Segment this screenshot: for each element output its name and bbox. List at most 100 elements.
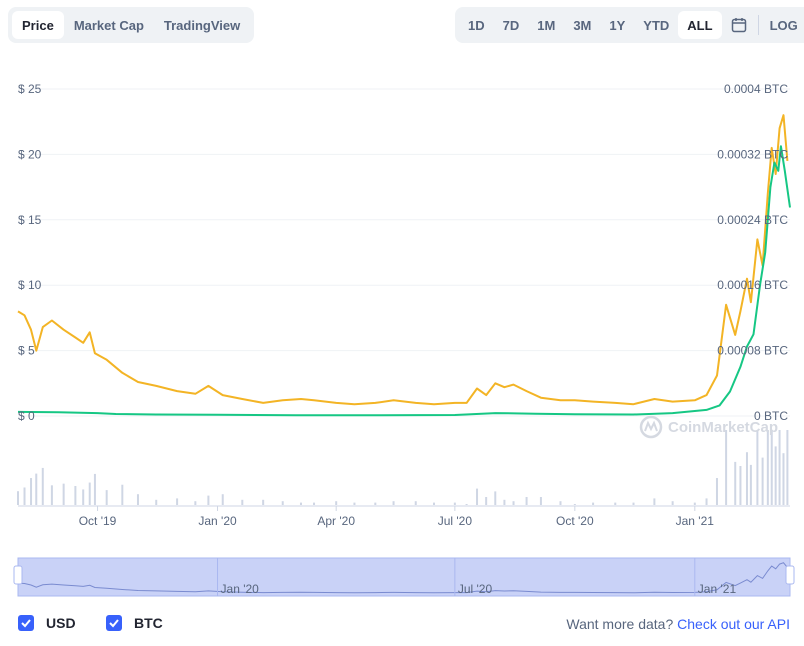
volume-bar [93, 473, 96, 505]
x-tick-label: Oct '19 [79, 514, 117, 528]
btc-label: BTC [134, 615, 163, 631]
volume-bar [335, 501, 338, 505]
range-1d-button[interactable]: 1D [468, 17, 485, 33]
volume-bar [62, 483, 65, 505]
volume-bar [476, 488, 479, 505]
y-tick-label-usd: $ 15 [18, 213, 42, 227]
tab-price[interactable]: Price [12, 11, 64, 39]
tab-market-cap[interactable]: Market Cap [73, 17, 144, 33]
volume-bar [155, 499, 158, 505]
navigator-tick-label: Jan '21 [698, 582, 737, 596]
chart-grid [18, 88, 790, 417]
range-1m-button[interactable]: 1M [537, 17, 556, 33]
volume-bar [194, 501, 197, 505]
usd-label: USD [46, 615, 76, 631]
range-ytd-button[interactable]: YTD [643, 17, 670, 33]
navigator-line [17, 562, 788, 594]
volume-bar [494, 491, 497, 505]
volume-bar [221, 494, 224, 505]
volume-bar [782, 453, 785, 505]
x-tick-label: Jul '20 [438, 514, 473, 528]
check-icon [109, 619, 119, 628]
series-line-btc [17, 145, 791, 417]
watermark: CoinMarketCap [639, 415, 778, 439]
check-icon [21, 619, 31, 628]
x-tick-label: Jan '21 [676, 514, 715, 528]
y-tick-label-btc: 0.00016 BTC [717, 278, 788, 292]
calendar-button[interactable] [722, 11, 756, 39]
volume-bar [74, 486, 77, 505]
volume-bar [774, 446, 777, 505]
btc-checkbox[interactable] [106, 615, 122, 631]
api-link[interactable]: Check out our API [677, 616, 790, 632]
volume-bar [313, 502, 316, 505]
volume-bar [766, 430, 769, 505]
y-tick-label-btc: 0.00024 BTC [717, 213, 788, 227]
btc-toggle[interactable]: BTC [106, 615, 163, 631]
usd-toggle[interactable]: USD [18, 615, 76, 631]
volume-bar [88, 482, 91, 505]
navigator-window[interactable] [17, 557, 791, 597]
y-axis-right: 0 BTC 0.00008 BTC 0.00016 BTC 0.00024 BTC 0.… [717, 82, 788, 423]
volume-bar [299, 502, 302, 505]
calendar-icon [731, 18, 746, 33]
navigator-handle-left[interactable] [13, 565, 23, 585]
x-axis: Oct '19 Jan '20 Apr '20 Jul '20 Oct '20 Jan '… [18, 505, 790, 528]
watermark-text: CoinMarketCap [668, 419, 778, 436]
volume-bar [465, 504, 468, 505]
y-tick-label-btc: 0.0004 BTC [724, 82, 788, 96]
api-promo: Want more data? Check out our API [566, 616, 790, 632]
range-3m-button[interactable]: 3M [573, 17, 592, 33]
y-tick-label-usd: $ 20 [18, 147, 42, 161]
volume-bar [50, 485, 53, 505]
volume-bar [485, 497, 488, 505]
volume-bar [105, 490, 108, 505]
volume-bar [17, 491, 19, 505]
volume-bar [734, 461, 737, 505]
volume-bar [503, 499, 506, 505]
volume-bar [770, 430, 773, 505]
volume-bar [353, 502, 356, 505]
volume-bar [705, 498, 708, 505]
volume-bar [41, 467, 44, 505]
navigator-handle-right[interactable] [785, 565, 795, 585]
volume-bar [136, 494, 139, 505]
range-1y-button[interactable]: 1Y [609, 17, 626, 33]
y-tick-label-usd: $ 10 [18, 278, 42, 292]
volume-bar [30, 478, 33, 505]
volume-bar [241, 499, 244, 505]
volume-bar [671, 501, 674, 505]
volume-bar [432, 502, 435, 505]
volume-bar [573, 504, 576, 505]
coinmarketcap-logo-icon [639, 415, 663, 439]
volume-bar [525, 497, 528, 505]
y-tick-label-usd: $ 25 [18, 82, 42, 96]
y-tick-label-btc: 0 BTC [754, 409, 788, 423]
y-tick-label-usd: $ 0 [18, 409, 35, 423]
range-7d-button[interactable]: 7D [502, 17, 520, 33]
volume-bar [121, 484, 124, 505]
volume-bar [374, 502, 377, 505]
volume-bar [786, 430, 789, 505]
volume-bar [281, 501, 284, 505]
navigator-tick-label: Jan '20 [221, 582, 260, 596]
tab-tradingview[interactable]: TradingView [163, 17, 241, 33]
range-navigator[interactable]: Jan '20 Jul '20 Jan '21 [13, 557, 795, 597]
want-more-text: Want more data? [566, 616, 674, 632]
volume-bar [632, 502, 635, 505]
x-tick-label: Oct '20 [556, 514, 594, 528]
series-line-usd [17, 114, 789, 406]
volume-bar [745, 452, 748, 505]
x-tick-label: Apr '20 [317, 514, 355, 528]
usd-checkbox[interactable] [18, 615, 34, 631]
volume-bar [539, 497, 542, 505]
volume-bar [739, 466, 742, 505]
volume-bar [82, 489, 85, 505]
volume-bar [715, 478, 718, 505]
volume-bar [453, 502, 456, 505]
range-divider [757, 15, 759, 35]
range-all-button[interactable]: ALL [678, 11, 722, 39]
volume-bar [614, 502, 617, 505]
volume-bar [414, 501, 417, 505]
log-scale-button[interactable]: LOG [769, 17, 798, 33]
